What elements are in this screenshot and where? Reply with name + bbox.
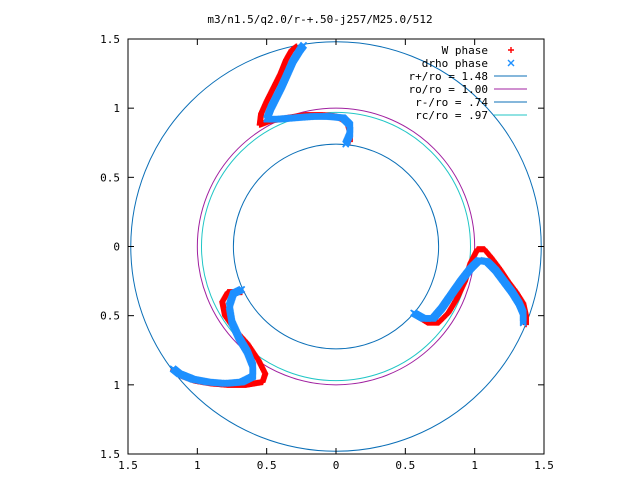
legend-marker-series-1 bbox=[508, 47, 514, 53]
y-tick-label-0: 1.5 bbox=[100, 33, 120, 46]
legend-marker-series-2 bbox=[507, 59, 515, 67]
data-series bbox=[169, 41, 529, 388]
x-tick-label-3: 0 bbox=[333, 459, 340, 472]
x-tick-label-1: 1 bbox=[194, 459, 201, 472]
y-tick-label-6: 1.5 bbox=[100, 448, 120, 461]
legend-label-circle-3: r-/ro = .74 bbox=[415, 96, 488, 109]
legend-label-series-1: W phase bbox=[442, 44, 488, 57]
legend-label-circle-1: r+/ro = 1.48 bbox=[409, 70, 488, 83]
x-tick-label-5: 1 bbox=[471, 459, 478, 472]
legend-label-circle-4: rc/ro = .97 bbox=[415, 109, 488, 122]
x-tick-label-6: 1.5 bbox=[534, 459, 554, 472]
axis-ticks: 1.5 1 0.5 0 0.5 1 1.51.510.500.511.5 bbox=[100, 33, 554, 472]
chart-title: m3/n1.5/q2.0/r-+.50-j257/M25.0/512 bbox=[207, 13, 432, 26]
series-2-arm-2-point-167 bbox=[519, 319, 527, 327]
legend-label-circle-2: ro/ro = 1.00 bbox=[409, 83, 488, 96]
reference-circle-2 bbox=[196, 107, 476, 386]
y-tick-label-1: 1 bbox=[113, 102, 120, 115]
reference-circle-3 bbox=[232, 143, 440, 350]
series-2-arm-1-point-180 bbox=[299, 41, 308, 49]
y-tick-label-4: 0.5 bbox=[100, 310, 120, 323]
reference-circle-4 bbox=[200, 111, 472, 382]
y-tick-label-3: 0 bbox=[113, 241, 120, 254]
x-tick-label-4: 0.5 bbox=[395, 459, 415, 472]
x-tick-label-2: 0.5 bbox=[257, 459, 277, 472]
series-2 bbox=[169, 41, 527, 388]
legend-label-series-2: drho phase bbox=[422, 57, 488, 70]
x-tick-label-0: 1.5 bbox=[118, 459, 138, 472]
y-tick-label-2: 0.5 bbox=[100, 171, 120, 184]
series-2-arm-3-point-174 bbox=[169, 365, 177, 373]
y-tick-label-5: 1 bbox=[113, 379, 120, 392]
